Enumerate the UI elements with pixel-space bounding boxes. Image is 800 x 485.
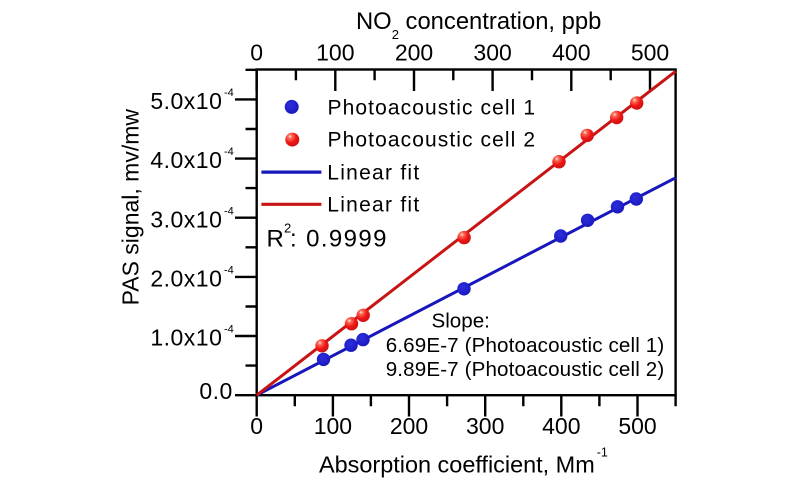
svg-text:0: 0 — [250, 413, 263, 439]
svg-text:Photoacoustic cell 1: Photoacoustic cell 1 — [328, 96, 536, 119]
svg-text:-4: -4 — [224, 205, 234, 217]
svg-text:Linear fit: Linear fit — [327, 162, 419, 185]
svg-text:R: R — [267, 226, 284, 253]
svg-text:Absorption coefficient, Mm-1: Absorption coefficient, Mm -1 — [319, 446, 608, 478]
svg-text:6.69E-7 (Photoacoustic cell 1): 6.69E-7 (Photoacoustic cell 1) — [386, 334, 665, 357]
svg-text:-4: -4 — [224, 265, 234, 277]
svg-text:500: 500 — [631, 40, 669, 66]
svg-text:300: 300 — [473, 40, 511, 66]
svg-text:200: 200 — [390, 413, 428, 439]
svg-text:300: 300 — [466, 413, 504, 439]
svg-text:100: 100 — [314, 413, 352, 439]
svg-text:4.0x10: 4.0x10 — [150, 147, 222, 173]
svg-text:1.0x10: 1.0x10 — [150, 325, 222, 351]
svg-text:Linear fit: Linear fit — [327, 194, 419, 217]
svg-text:Photoacoustic cell 2: Photoacoustic cell 2 — [328, 129, 536, 152]
svg-text:100: 100 — [316, 40, 354, 66]
svg-text:: 0.9999: : 0.9999 — [290, 226, 387, 253]
svg-text:PAS signal, mv/mw: PAS signal, mv/mw — [117, 109, 143, 306]
svg-text:Slope:: Slope: — [432, 310, 490, 333]
svg-text:-4: -4 — [224, 146, 234, 158]
svg-text:-4: -4 — [224, 324, 234, 336]
svg-text:9.89E-7 (Photoacoustic cell 2): 9.89E-7 (Photoacoustic cell 2) — [386, 358, 665, 381]
svg-text:0: 0 — [250, 40, 263, 66]
svg-text:2.0x10: 2.0x10 — [150, 266, 222, 292]
svg-text:200: 200 — [395, 40, 433, 66]
svg-text:5.0x10: 5.0x10 — [150, 88, 222, 114]
svg-text:2: 2 — [284, 221, 291, 236]
svg-text:400: 400 — [552, 40, 590, 66]
svg-text:3.0x10: 3.0x10 — [150, 206, 222, 232]
svg-text:-4: -4 — [224, 87, 234, 99]
svg-text:0.0: 0.0 — [199, 378, 232, 404]
svg-text:400: 400 — [542, 413, 580, 439]
svg-text:500: 500 — [618, 413, 656, 439]
